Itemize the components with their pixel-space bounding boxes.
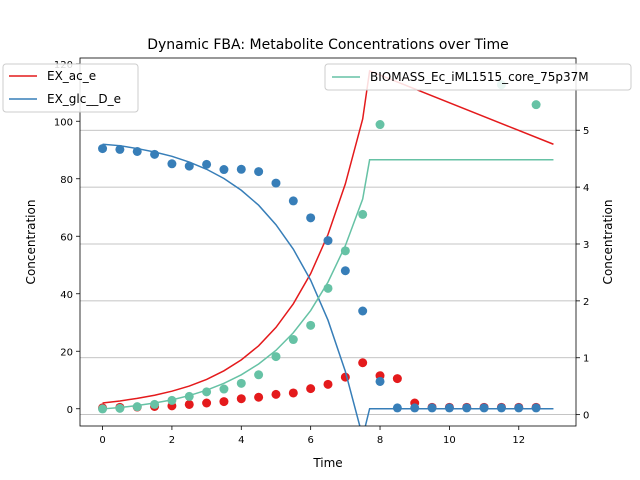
- data-point-biomass-ec-iml1515-core-75p37m: [358, 209, 368, 219]
- x-tick-label: 8: [377, 435, 383, 446]
- data-point-ex-glc-d-e: [254, 167, 264, 177]
- gridlines: [80, 129, 576, 416]
- data-point-ex-glc-d-e: [150, 149, 160, 159]
- data-point-biomass-ec-iml1515-core-75p37m: [219, 384, 229, 394]
- data-point-biomass-ec-iml1515-core-75p37m: [271, 352, 281, 362]
- right-y-tick-label: 0: [583, 411, 589, 422]
- data-point-ex-ac-e: [219, 397, 229, 407]
- data-point-biomass-ec-iml1515-core-75p37m: [236, 378, 246, 388]
- left-y-tick-label: 100: [54, 117, 73, 128]
- data-point-ex-glc-d-e: [427, 403, 437, 413]
- x-tick-label: 0: [99, 435, 105, 446]
- data-point-biomass-ec-iml1515-core-75p37m: [531, 100, 541, 110]
- x-tick-label: 6: [307, 435, 313, 446]
- left-y-tick-label: 20: [60, 347, 73, 358]
- data-point-ex-glc-d-e: [462, 403, 472, 413]
- legend-left: EX_ac_e EX_glc__D_e: [2, 63, 139, 113]
- data-point-ex-glc-d-e: [236, 164, 246, 174]
- data-point-biomass-ec-iml1515-core-75p37m: [306, 320, 316, 330]
- data-point-biomass-ec-iml1515-core-75p37m: [323, 283, 333, 293]
- data-point-ex-glc-d-e: [531, 403, 541, 413]
- data-point-ex-ac-e: [236, 394, 246, 404]
- series-ex-glc-d-e: [98, 143, 554, 426]
- right-y-axis-label: Concentration: [601, 200, 615, 285]
- data-point-biomass-ec-iml1515-core-75p37m: [98, 404, 108, 414]
- data-point-ex-ac-e: [288, 388, 298, 398]
- data-point-ex-glc-d-e: [132, 146, 142, 156]
- left-y-tick-label: 80: [60, 175, 73, 186]
- data-point-ex-glc-d-e: [323, 236, 333, 246]
- x-axis-ticks: 0 2 4 6 8 10 12: [99, 426, 525, 446]
- series-layer: [98, 69, 554, 426]
- chart-title: Dynamic FBA: Metabolite Concentrations o…: [147, 37, 509, 53]
- data-point-biomass-ec-iml1515-core-75p37m: [150, 399, 160, 409]
- right-y-tick-label: 5: [583, 126, 589, 137]
- x-axis-label: Time: [312, 456, 342, 470]
- data-point-ex-glc-d-e: [340, 266, 350, 276]
- data-point-ex-ac-e: [323, 379, 333, 389]
- x-tick-label: 2: [169, 435, 175, 446]
- data-point-ex-ac-e: [202, 398, 212, 408]
- data-point-ex-glc-d-e: [358, 306, 368, 316]
- data-point-ex-ac-e: [254, 392, 264, 402]
- data-point-biomass-ec-iml1515-core-75p37m: [184, 391, 194, 401]
- right-y-tick-label: 3: [583, 240, 589, 251]
- data-point-ex-glc-d-e: [98, 144, 108, 154]
- legend-right-frame: [324, 63, 632, 91]
- legend-right: BIOMASS_Ec_iML1515_core_75p37M: [324, 63, 632, 91]
- data-point-ex-glc-d-e: [271, 178, 281, 188]
- data-point-biomass-ec-iml1515-core-75p37m: [115, 403, 125, 413]
- legend-label-ex-ac-e: EX_ac_e: [47, 69, 96, 83]
- data-point-ex-glc-d-e: [167, 159, 177, 169]
- right-y-axis-ticks: 0 1 2 3 4 5: [576, 126, 589, 422]
- data-point-biomass-ec-iml1515-core-75p37m: [167, 395, 177, 405]
- plot-frame: [79, 57, 577, 427]
- left-y-axis-label: Concentration: [24, 200, 38, 285]
- data-point-ex-glc-d-e: [496, 403, 506, 413]
- data-point-biomass-ec-iml1515-core-75p37m: [288, 335, 298, 345]
- data-point-ex-ac-e: [358, 358, 368, 368]
- right-y-tick-label: 4: [583, 183, 589, 194]
- x-tick-label: 10: [443, 435, 456, 446]
- data-point-ex-ac-e: [306, 384, 316, 394]
- data-point-ex-ac-e: [184, 399, 194, 409]
- data-point-ex-glc-d-e: [392, 403, 402, 413]
- data-point-ex-glc-d-e: [410, 403, 420, 413]
- data-point-biomass-ec-iml1515-core-75p37m: [202, 387, 212, 397]
- data-point-ex-glc-d-e: [514, 403, 524, 413]
- left-y-tick-label: 0: [67, 405, 73, 416]
- data-point-ex-ac-e: [271, 389, 281, 399]
- x-tick-label: 4: [238, 435, 244, 446]
- data-point-ex-glc-d-e: [202, 159, 212, 169]
- data-point-ex-glc-d-e: [306, 213, 316, 223]
- data-point-biomass-ec-iml1515-core-75p37m: [132, 402, 142, 412]
- series-line-ex-ac-e: [102, 69, 554, 404]
- legend-label-biomass: BIOMASS_Ec_iML1515_core_75p37M: [370, 70, 589, 84]
- data-point-ex-glc-d-e: [375, 376, 385, 386]
- data-point-ex-glc-d-e: [479, 403, 489, 413]
- left-y-tick-label: 60: [60, 232, 73, 243]
- right-y-tick-label: 1: [583, 354, 589, 365]
- data-point-ex-glc-d-e: [184, 161, 194, 171]
- series-biomass-ec-iml1515-core-75p37m: [98, 80, 554, 414]
- data-point-ex-ac-e: [392, 374, 402, 384]
- left-y-tick-label: 40: [60, 290, 73, 301]
- data-point-biomass-ec-iml1515-core-75p37m: [340, 246, 350, 256]
- data-point-ex-glc-d-e: [219, 165, 229, 175]
- left-y-axis-ticks: 020406080100120: [54, 60, 80, 416]
- data-point-ex-glc-d-e: [288, 196, 298, 206]
- data-point-biomass-ec-iml1515-core-75p37m: [375, 120, 385, 130]
- right-y-tick-label: 2: [583, 297, 589, 308]
- data-point-ex-glc-d-e: [444, 403, 454, 413]
- legend-label-ex-glc-d-e: EX_glc__D_e: [47, 92, 121, 106]
- data-point-ex-glc-d-e: [115, 144, 125, 154]
- data-point-biomass-ec-iml1515-core-75p37m: [254, 370, 264, 380]
- x-tick-label: 12: [512, 435, 525, 446]
